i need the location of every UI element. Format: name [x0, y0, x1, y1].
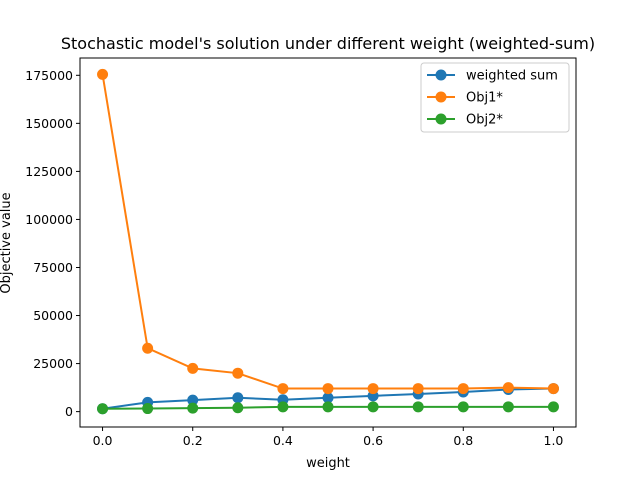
data-point — [142, 403, 154, 415]
y-tick-label: 175000 — [25, 68, 73, 83]
data-point — [412, 383, 424, 395]
y-tick-label: 50000 — [33, 308, 73, 323]
x-tick-label: 0.2 — [183, 433, 203, 448]
data-point — [187, 362, 199, 374]
data-point — [502, 401, 514, 413]
y-tick-label: 150000 — [25, 116, 73, 131]
plot-frame — [79, 57, 577, 428]
legend-marker — [435, 69, 447, 81]
y-tick-label: 0 — [65, 404, 73, 419]
legend-label: Obj1* — [466, 91, 503, 106]
legend-marker — [435, 113, 447, 125]
x-tick-label: 0.8 — [453, 433, 473, 448]
data-point — [187, 394, 199, 406]
y-tick-label: 100000 — [25, 212, 73, 227]
data-point — [97, 403, 109, 415]
data-point — [547, 383, 559, 395]
data-point — [502, 382, 514, 394]
legend-marker — [435, 91, 447, 103]
data-point — [367, 401, 379, 413]
chart-title: Stochastic model's solution under differ… — [61, 34, 595, 53]
data-point — [277, 401, 289, 413]
data-point — [97, 68, 109, 80]
legend-label: Obj2* — [466, 113, 503, 128]
data-point — [187, 402, 199, 414]
data-point — [142, 342, 154, 354]
y-axis-label: Objective value — [0, 192, 14, 293]
data-point — [322, 401, 334, 413]
data-point — [547, 401, 559, 413]
y-tick-label: 75000 — [33, 260, 73, 275]
y-tick-label: 125000 — [25, 164, 73, 179]
x-axis-label: weight — [306, 456, 350, 471]
data-point — [232, 367, 244, 379]
data-point — [232, 402, 244, 414]
data-point — [457, 383, 469, 395]
data-point — [322, 383, 334, 395]
x-tick-label: 0.4 — [273, 433, 293, 448]
data-point — [457, 401, 469, 413]
x-tick-label: 0.6 — [363, 433, 383, 448]
data-point — [322, 392, 334, 404]
legend-box — [420, 62, 570, 133]
legend-label: weighted sum — [466, 69, 558, 84]
data-point — [277, 383, 289, 395]
x-tick-label: 1.0 — [544, 433, 564, 448]
data-point — [232, 392, 244, 404]
x-tick-label: 0.0 — [93, 433, 113, 448]
data-point — [412, 401, 424, 413]
y-tick-label: 25000 — [33, 356, 73, 371]
data-point — [367, 383, 379, 395]
